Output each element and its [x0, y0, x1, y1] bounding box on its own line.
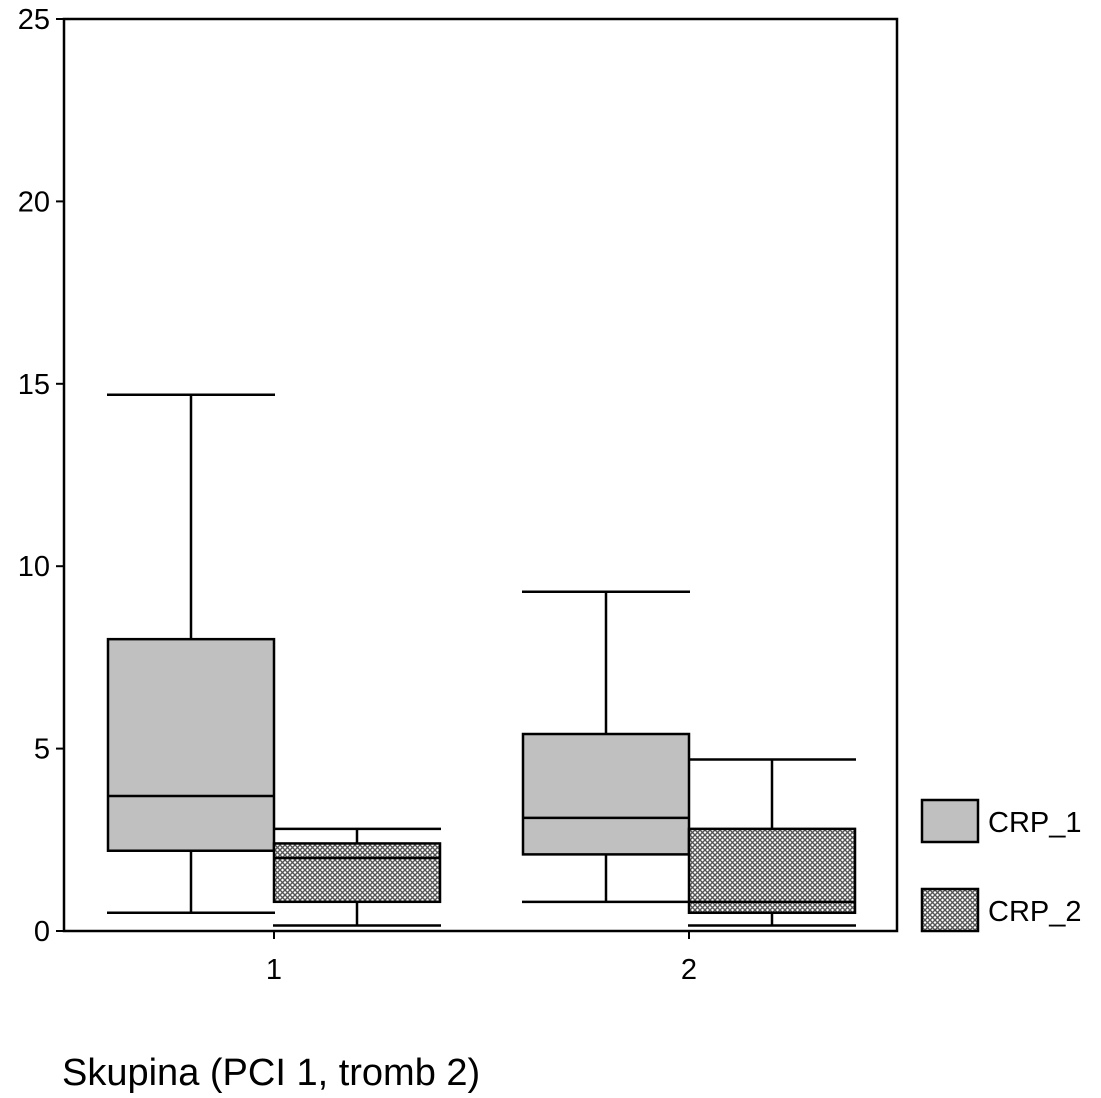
plot-frame — [62, 17, 899, 933]
box-iqr — [272, 842, 442, 904]
y-axis: 0 5 10 15 20 25 — [18, 4, 64, 948]
x-tick-label: 1 — [266, 954, 282, 986]
y-tick-label: 5 — [34, 734, 50, 766]
legend: CRP_1 CRP_2 — [920, 798, 1082, 933]
y-tick-label: 20 — [18, 186, 50, 218]
box-iqr — [687, 827, 857, 915]
box-CRP_2-1 — [272, 827, 442, 927]
box-CRP_1-1 — [106, 393, 276, 915]
x-axis-title: Skupina (PCI 1, tromb 2) — [62, 1052, 480, 1093]
x-tick-label: 2 — [681, 954, 697, 986]
legend-label-CRP_1: CRP_1 — [988, 807, 1082, 839]
box-CRP_1-2 — [521, 590, 691, 904]
y-tick-label: 10 — [18, 551, 50, 583]
box-CRP_2-2 — [687, 758, 857, 927]
plot-area — [62, 17, 899, 933]
legend-swatch-CRP_2 — [920, 887, 980, 933]
box-iqr — [521, 732, 691, 856]
legend-swatch-CRP_1 — [920, 798, 980, 844]
y-tick-label: 15 — [18, 369, 50, 401]
legend-label-CRP_2: CRP_2 — [988, 896, 1082, 928]
y-tick-label: 25 — [18, 4, 50, 36]
y-tick-label: 0 — [34, 916, 50, 948]
box-iqr — [106, 637, 276, 852]
